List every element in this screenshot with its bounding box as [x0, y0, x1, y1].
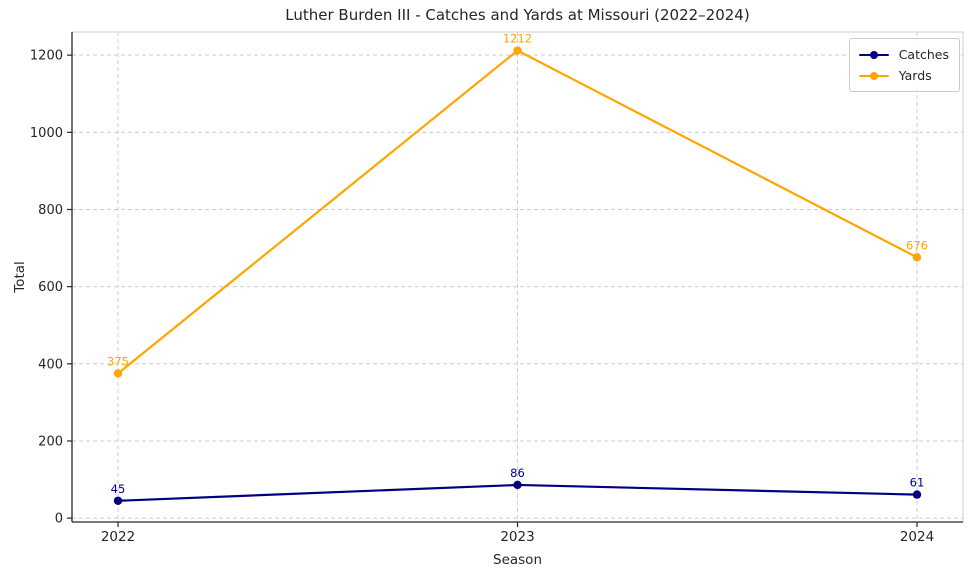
chart-title: Luther Burden III - Catches and Yards at… — [285, 6, 750, 24]
data-point-label: 61 — [910, 476, 925, 490]
legend-dot-icon — [869, 50, 879, 59]
data-point-marker — [912, 253, 922, 262]
legend-item-catches: Catches — [858, 44, 949, 65]
data-point-label: 45 — [111, 482, 126, 496]
y-tick-label: 1200 — [30, 49, 63, 64]
x-axis-title: Season — [493, 552, 542, 568]
x-tick-label: 2024 — [900, 529, 934, 545]
y-axis-title: Total — [12, 261, 28, 293]
data-point-marker — [513, 46, 522, 55]
y-tick-label: 600 — [38, 280, 63, 295]
x-tick-label: 2023 — [500, 529, 534, 545]
data-point-label: 1212 — [503, 32, 532, 46]
line-marker-icon — [858, 50, 889, 60]
data-point-marker — [513, 480, 522, 490]
data-point-label: 375 — [107, 354, 129, 368]
line-marker-icon — [858, 71, 889, 81]
data-point-marker — [912, 490, 922, 499]
data-point-marker — [113, 369, 123, 378]
y-tick-label: 0 — [55, 512, 63, 527]
data-point-label: 86 — [510, 466, 525, 480]
legend: Catches Yards — [848, 38, 960, 92]
legend-dot-icon — [869, 71, 879, 80]
y-tick-label: 1000 — [30, 126, 63, 141]
legend-label: Catches — [898, 47, 949, 62]
y-tick-label: 400 — [38, 357, 63, 372]
data-point-marker — [113, 496, 123, 505]
legend-label: Yards — [898, 68, 932, 83]
legend-item-yards: Yards — [858, 65, 949, 86]
x-tick-label: 2022 — [101, 529, 135, 545]
data-point-label: 676 — [906, 238, 928, 252]
y-tick-label: 200 — [38, 434, 63, 449]
y-tick-label: 800 — [38, 203, 63, 218]
